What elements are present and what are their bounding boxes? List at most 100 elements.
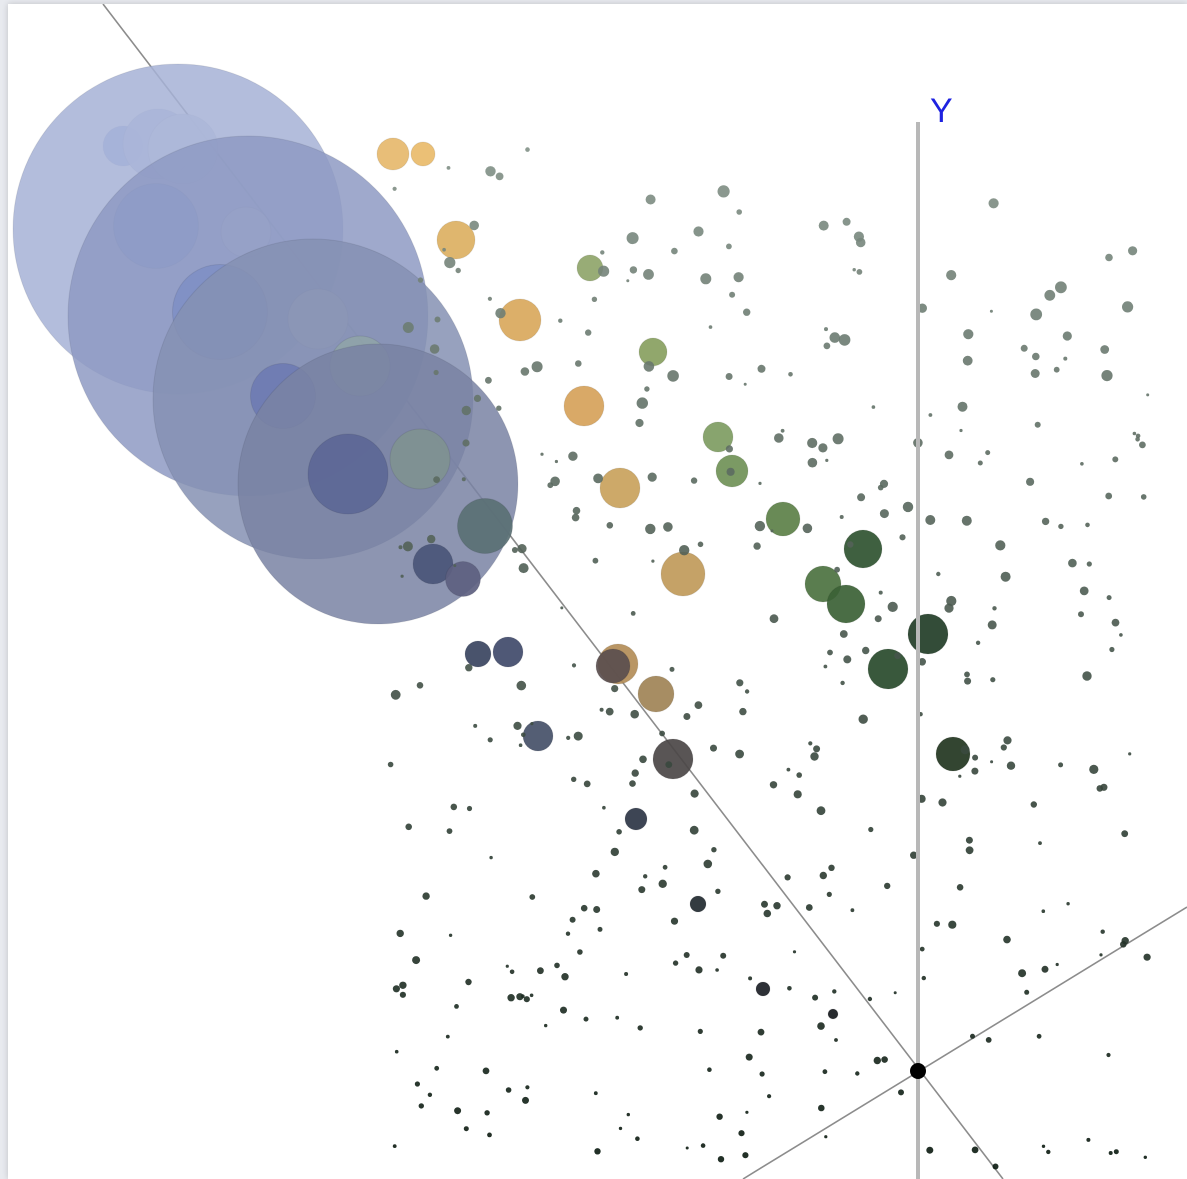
data-point	[1041, 517, 1050, 526]
scatter-3d-plot[interactable]: Y	[8, 4, 1187, 1179]
data-point	[736, 209, 742, 215]
data-point	[529, 993, 534, 998]
data-point	[881, 1056, 888, 1063]
data-bubble	[464, 640, 492, 668]
data-point	[739, 707, 747, 716]
data-point	[971, 767, 979, 775]
data-point	[463, 1126, 469, 1132]
data-point	[956, 884, 964, 891]
data-point	[569, 916, 576, 923]
data-point	[525, 147, 530, 152]
data-point	[511, 547, 518, 553]
data-point	[759, 1071, 765, 1077]
data-point	[690, 789, 699, 798]
data-point	[725, 445, 734, 453]
data-bubble	[660, 551, 706, 597]
data-point	[1024, 989, 1030, 995]
data-point	[946, 270, 957, 281]
data-point	[513, 721, 522, 731]
x-axis-line	[742, 906, 1187, 1179]
data-point	[856, 269, 863, 275]
data-point	[1139, 441, 1146, 449]
data-bubble	[376, 137, 410, 171]
data-point	[926, 1146, 934, 1154]
data-point	[583, 1016, 589, 1022]
data-point	[550, 476, 560, 487]
data-point	[571, 776, 577, 782]
data-point	[992, 1163, 999, 1170]
data-point	[593, 906, 601, 913]
data-point	[624, 972, 629, 976]
data-point	[561, 973, 569, 981]
data-point	[1058, 762, 1064, 768]
data-point	[537, 967, 544, 975]
data-point	[818, 220, 829, 231]
data-point	[694, 701, 703, 709]
data-point	[807, 437, 818, 449]
data-point	[683, 713, 691, 720]
data-point	[879, 479, 889, 488]
data-point	[566, 735, 571, 741]
data-bubble	[638, 337, 668, 367]
data-point	[495, 172, 504, 181]
data-point	[1000, 744, 1007, 751]
data-point	[693, 226, 704, 237]
data-point	[963, 329, 974, 340]
data-point	[505, 1087, 512, 1093]
data-point	[925, 515, 936, 525]
data-point	[818, 1104, 825, 1112]
data-point	[631, 769, 639, 777]
data-point	[577, 949, 583, 955]
data-point	[1101, 370, 1113, 382]
data-point	[985, 450, 991, 456]
data-point	[507, 994, 515, 1002]
data-point	[394, 1049, 399, 1054]
data-point	[743, 308, 751, 316]
data-point	[697, 541, 704, 548]
data-point	[761, 900, 768, 908]
plot-area[interactable]: Y	[8, 4, 1187, 1179]
data-point	[715, 888, 721, 894]
data-point	[1085, 522, 1090, 528]
data-point	[454, 1107, 462, 1115]
data-point	[977, 460, 983, 466]
data-point	[469, 220, 480, 231]
data-point	[1006, 761, 1016, 770]
data-point	[763, 909, 772, 918]
data-point	[695, 966, 703, 974]
data-point	[1055, 281, 1067, 294]
data-point	[726, 243, 732, 250]
data-point	[832, 989, 837, 994]
data-point	[672, 960, 679, 966]
data-point	[1140, 494, 1147, 500]
data-point	[442, 247, 446, 252]
data-point	[572, 506, 581, 515]
data-point	[427, 1092, 433, 1098]
data-point	[753, 542, 761, 550]
data-point	[667, 370, 679, 382]
data-point	[754, 520, 766, 532]
data-point	[960, 745, 970, 755]
data-point	[843, 655, 852, 664]
data-point	[1106, 1052, 1111, 1058]
data-point	[597, 926, 603, 932]
data-point	[571, 513, 580, 522]
data-point	[522, 1096, 529, 1104]
data-point	[990, 677, 996, 683]
data-bubble	[307, 433, 389, 515]
y-axis-label: Y	[930, 92, 953, 130]
data-point	[485, 376, 492, 384]
data-point	[796, 772, 802, 778]
data-point	[402, 541, 413, 552]
data-bubble	[445, 561, 481, 597]
data-point	[838, 334, 851, 346]
data-point	[670, 917, 679, 925]
data-point	[964, 677, 972, 685]
data-point	[626, 232, 639, 245]
data-point	[824, 327, 828, 332]
data-point	[847, 541, 854, 548]
data-point	[874, 615, 882, 623]
data-point	[733, 272, 744, 283]
data-point	[744, 689, 750, 694]
data-point	[970, 1033, 975, 1039]
